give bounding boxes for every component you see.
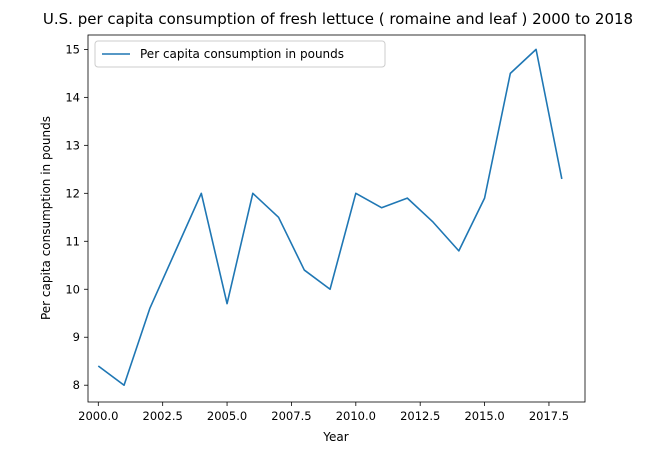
y-tick-label: 14 xyxy=(65,90,80,104)
y-tick-label: 12 xyxy=(65,186,80,200)
legend: Per capita consumption in pounds xyxy=(94,40,386,68)
x-tick-label: 2002.5 xyxy=(143,409,183,423)
y-tick-label: 9 xyxy=(73,330,80,344)
x-tick-label: 2000.0 xyxy=(78,409,118,423)
chart-title: U.S. per capita consumption of fresh let… xyxy=(43,10,633,28)
y-tick-label: 15 xyxy=(65,42,80,56)
y-axis-label: Per capita consumption in pounds xyxy=(39,116,53,320)
x-axis-label: Year xyxy=(322,430,348,444)
legend-label: Per capita consumption in pounds xyxy=(140,47,344,61)
y-tick-label: 8 xyxy=(73,378,80,392)
series-line xyxy=(97,48,563,387)
x-axis: 2000.0 2002.5 2005.0 2007.5 2010.0 2012.5 2015… xyxy=(78,402,569,423)
x-tick-label: 2005.0 xyxy=(207,409,247,423)
plot-frame xyxy=(87,34,586,403)
y-tick-label: 13 xyxy=(65,138,80,152)
x-tick-label: 2010.0 xyxy=(336,409,376,423)
x-tick-label: 2007.5 xyxy=(271,409,311,423)
y-axis: 8 9 10 11 12 13 14 15 xyxy=(65,42,88,392)
y-tick-label: 10 xyxy=(65,282,80,296)
x-tick-label: 2017.5 xyxy=(529,409,569,423)
series-layer xyxy=(97,48,563,387)
y-tick-label: 11 xyxy=(65,234,80,248)
legend-box xyxy=(94,40,386,68)
x-tick-label: 2015.0 xyxy=(464,409,504,423)
x-tick-label: 2012.5 xyxy=(400,409,440,423)
